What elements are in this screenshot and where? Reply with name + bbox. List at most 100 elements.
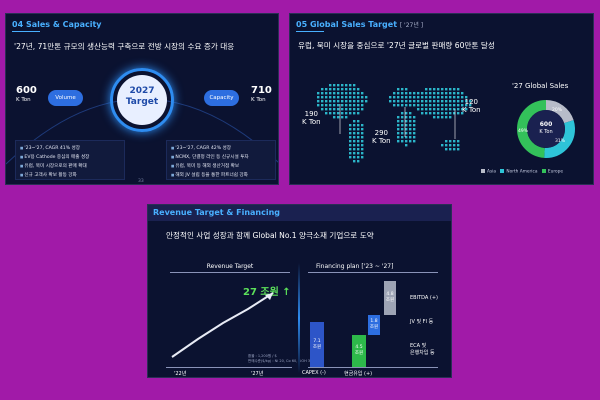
jv-bar: 1.8 조원 [368,315,380,335]
volume-pill: Volume [48,90,83,106]
capex-unit: 조원 [312,344,322,350]
donut-legend: Asia North America Europe [478,169,563,175]
end-year-label: '27년 [251,371,264,377]
bullet: '23~'27, CAGR 41% 성장 [20,144,120,153]
region-value: 290 [374,129,388,137]
legend-north-america: North America [506,169,538,175]
revenue-target: 27 조원 ↑ [243,283,291,298]
ebitda-unit: 조원 [385,298,395,303]
legend-europe: Europe [547,169,563,175]
bullet: NCMX, 단결정 라인 등 신규시설 투자 [171,153,271,162]
region-label-middle: 290 K Ton [372,129,391,145]
capacity-bullets: '23~'27, CAGR 42% 성장 NCMX, 단결정 라인 등 신규시설… [166,140,276,180]
volume-bullets: '23~'27, CAGR 41% 성장 EV용 Cathode 중심의 매출 … [15,140,125,180]
financing-title-line [308,272,438,273]
capex-label: CAPEX (-) [302,370,326,376]
slide-revenue-financing: Revenue Target & Financing 안정적인 사업 성장과 함… [147,204,452,378]
region-label-right: 120 K Ton [462,98,481,114]
bullet: '23~'27, CAGR 42% 성장 [171,144,271,153]
price-note: 판매수준($/kg) : Ni 20, Co 60, LiOH 30 [248,359,313,363]
revenue-note: 환율 : 1,200원 / $ 판매수준($/kg) : Ni 20, Co 6… [248,354,312,364]
fx-note: 환율 : 1,200원 / $ [248,354,277,358]
divider [298,263,300,373]
capex-value: 7.1 [313,338,321,344]
donut-label-north-america: 31% [555,139,566,144]
capex-bar: 7.1 조원 [310,322,324,367]
world-dot-map [317,84,472,163]
volume-value: 600 [16,85,37,96]
donut-segment-north-america [517,100,575,158]
donut-label-europe: 49% [518,129,529,134]
cash-value: 4.5 [355,345,363,350]
volume-unit: K Ton [16,97,31,103]
section-number: 04 [12,20,24,29]
section-number: 05 [296,20,308,29]
financing-title-text: Financing plan [316,263,360,270]
section-title-text: Global Sales Target [309,20,398,29]
legend-swatch [541,169,546,173]
region-unit: K Ton [302,118,321,126]
target-ring [110,68,174,132]
title-underline [296,31,324,32]
revenue-axis [166,367,292,368]
target-label: Target [125,97,159,107]
slide3-headline: 안정적인 사업 성장과 함께 Global No.1 양극소재 기업으로 도약 [166,231,374,240]
legend-swatch [481,169,485,173]
jv-label: JV 및 FI 등 [410,319,434,325]
revenue-title: Revenue Target [206,263,254,270]
sales-donut [517,100,575,158]
financing-axis [308,367,438,368]
cash-unit: 조원 [354,351,364,356]
start-year-label: '22년 [174,371,187,377]
bullet: 유럽, 북미 시장으로의 판매 확대 [20,162,120,171]
region-unit: K Ton [372,137,391,145]
revenue-value: 27 조원 [243,287,279,298]
cash-bar: 4.5 조원 [352,335,366,367]
eca-label-line1: ECA 및 [410,343,427,349]
ebitda-value: 4.8 [386,292,394,297]
donut-segment-europe [517,100,575,158]
slide2-headline: 유럽, 북미 시장을 중심으로 '27년 글로벌 판매량 60만톤 달성 [298,41,495,50]
title-year: [ '27년 ] [399,22,424,29]
financing-period: ['23 ~ '27] [361,263,394,270]
ebitda-label: EBITDA (+) [410,295,438,301]
revenue-trend-line [171,292,274,358]
region-label-left: 190 K Ton [302,110,321,126]
up-arrow-icon: ↑ [282,287,291,298]
slide-sales-capacity: 04 Sales & Capacity '27년, 71만톤 규모의 생산능력 … [5,13,279,185]
legend-asia: Asia [487,169,497,175]
legend-swatch [500,169,505,173]
capacity-value: 710 [251,85,272,96]
slide-global-sales: 05 Global Sales Target [ '27년 ] 유럽, 북미 시… [289,13,594,185]
ebitda-bar: 4.8 조원 [384,281,396,315]
bullet: 신규 고객사 확보 활동 강화 [20,171,120,180]
region-value: 190 [304,110,318,118]
capacity-unit: K Ton [251,97,266,103]
financing-title: Financing plan ['23 ~ '27] [316,263,393,270]
title-bar: Revenue Target & Financing [148,205,451,221]
donut-center-unit: K Ton [539,129,553,135]
donut-title: '27 Global Sales [512,82,569,90]
eca-label-line2: 은행차입 등 [410,350,435,356]
section-title: 04 Sales & Capacity [12,20,102,29]
region-unit: K Ton [462,106,481,114]
target-circle [117,75,167,125]
section-title: 05 Global Sales Target [ '27년 ] [296,20,423,29]
section-title-text: Sales & Capacity [25,20,102,29]
capacity-pill: Capacity [204,90,239,106]
slide1-headline: '27년, 71만톤 규모의 생산능력 구축으로 전방 시장의 수요 증가 대응 [14,42,235,51]
eca-label: ECA 및 은행차입 등 [410,343,435,357]
cash-label: 현금유입 (+) [344,371,373,377]
title-underline [12,31,40,32]
donut-label-asia: 20% [552,108,563,113]
bullet: EV용 Cathode 중심의 매출 성장 [20,153,120,162]
bullet: 해외 JV 설립 등을 통한 파트너쉽 강화 [171,171,271,180]
jv-value: 1.8 [370,319,378,324]
page-number: 33 [138,179,144,184]
section-title-text: Revenue Target & Financing [153,208,281,217]
donut-center-value: 600 [539,121,553,128]
target-year: 2027 [129,86,155,96]
jv-unit: 조원 [369,325,379,330]
bullet: 유럽, 북미 등 해외 생산거점 확보 [171,162,271,171]
revenue-title-line [170,272,290,273]
